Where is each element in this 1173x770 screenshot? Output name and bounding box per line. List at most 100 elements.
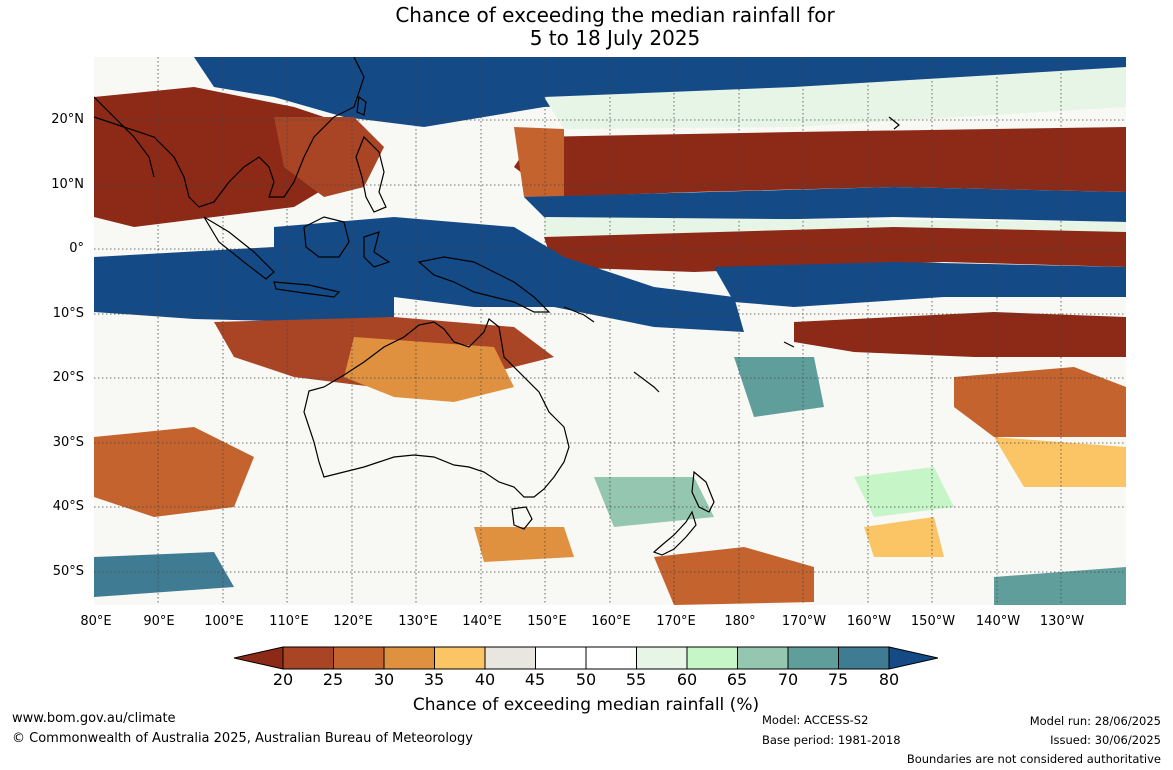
title-line-2: 5 to 18 July 2025	[529, 26, 701, 50]
lon-tick-170w: 170°W	[781, 614, 827, 629]
lon-tick-110e: 110°E	[269, 614, 309, 629]
rainfall-map	[94, 57, 1126, 605]
tasmania-coastline	[511, 506, 533, 530]
colorbar-label-45: 45	[524, 670, 546, 689]
shade-south-pacific-wet-2	[734, 357, 824, 417]
fiji-coastline	[783, 341, 795, 348]
colorbar-label-75: 75	[827, 670, 849, 689]
footer-copyright: © Commonwealth of Australia 2025, Austra…	[12, 731, 473, 746]
colorbar-label-60: 60	[676, 670, 698, 689]
taiwan-coastline	[356, 95, 367, 116]
colorbar-title: Chance of exceeding median rainfall (%)	[412, 695, 760, 715]
lon-tick-140w: 140°W	[975, 614, 1021, 629]
colorbar-cell	[737, 646, 789, 670]
lat-tick-30s: 30°S	[52, 435, 84, 450]
lat-tick-40s: 40°S	[52, 499, 84, 514]
sulawesi-coastline	[363, 231, 391, 268]
shade-southern-ocean-wet-2	[994, 567, 1126, 605]
new-guinea-coastline	[417, 256, 551, 313]
shade-south-pacific-dry	[794, 312, 1126, 357]
shade-indian-ocean-wet	[94, 247, 394, 322]
australia-coastline	[303, 318, 570, 498]
colorbar-cell	[636, 646, 688, 670]
colorbar-under-arrow	[234, 646, 284, 670]
nz-south-island-coastline	[652, 510, 697, 556]
colorbar-cell	[787, 646, 839, 670]
shade-green-1	[594, 477, 714, 527]
colorbar-cell	[434, 646, 486, 670]
colorbar-cell	[838, 646, 890, 670]
colorbar-label-25: 25	[322, 670, 344, 689]
asia-coastline	[94, 57, 365, 208]
shade-10n-dry-band	[514, 127, 1126, 197]
shade-east-pacific-dry	[954, 367, 1126, 437]
shade-south-pacific-wet	[714, 262, 1126, 307]
shade-northern-australia-dry-2	[344, 337, 514, 402]
shade-equator-dry-band	[544, 227, 1126, 272]
lon-tick-120e: 120°E	[333, 614, 373, 629]
footer-model: Model: ACCESS-S2	[762, 713, 869, 727]
shade-east-pacific-moderate	[994, 437, 1126, 487]
colorbar-over-arrow	[888, 646, 938, 670]
colorbar-cell	[535, 646, 587, 670]
title-line-1: Chance of exceeding the median rainfall …	[395, 3, 835, 27]
shade-10n-dry-edge	[514, 127, 564, 197]
lon-tick-150w: 150°W	[910, 614, 956, 629]
lat-tick-20n: 20°N	[51, 112, 84, 127]
colorbar-cell	[383, 646, 435, 670]
shade-maritime-continent-wet	[274, 217, 744, 332]
sumatra-coastline	[203, 216, 275, 280]
lon-tick-130e: 130°E	[398, 614, 438, 629]
colorbar-cells	[282, 646, 890, 670]
borneo-coastline	[303, 216, 350, 258]
colorbar-label-30: 30	[373, 670, 395, 689]
shade-north-wet-band	[194, 57, 1126, 127]
lon-tick-100e: 100°E	[204, 614, 244, 629]
shade-southern-indian-dry	[94, 427, 254, 517]
footer-website: www.bom.gov.au/climate	[12, 711, 176, 726]
lon-tick-170e: 170°E	[656, 614, 696, 629]
solomon-islands-coastline	[563, 306, 595, 323]
colorbar-cell	[333, 646, 385, 670]
colorbar-cell	[484, 646, 536, 670]
lon-tick-160w: 160°W	[846, 614, 892, 629]
rainfall-map-svg	[94, 57, 1126, 605]
shade-south-tasman-dry	[654, 547, 814, 605]
rainfall-shading	[94, 57, 1126, 605]
colorbar-label-20: 20	[272, 670, 294, 689]
coastlines	[94, 57, 900, 556]
colorbar-label-40: 40	[474, 670, 496, 689]
lon-tick-90e: 90°E	[143, 614, 175, 629]
footer-disclaimer: Boundaries are not considered authoritat…	[906, 752, 1161, 766]
shade-green-2	[854, 467, 954, 517]
lon-tick-140e: 140°E	[462, 614, 502, 629]
hawaii-coastline	[888, 116, 900, 130]
colorbar-cell	[585, 646, 637, 670]
footer-issued: Issued: 30/06/2025	[1050, 733, 1161, 747]
colorbar-label-80: 80	[878, 670, 900, 689]
java-coastline	[273, 281, 341, 298]
shade-orange-2	[864, 517, 944, 557]
lat-tick-equator: 0°	[69, 241, 84, 256]
lon-tick-80e: 80°E	[80, 614, 112, 629]
lat-tick-10s: 10°S	[52, 306, 84, 321]
lon-tick-150e: 150°E	[527, 614, 567, 629]
footer-base-period: Base period: 1981-2018	[762, 733, 901, 747]
shade-north-neutral	[544, 67, 1126, 129]
lat-tick-10n: 10°N	[51, 177, 84, 192]
philippines-coastline	[355, 135, 387, 213]
lon-tick-130w: 130°W	[1039, 614, 1085, 629]
lat-tick-20s: 20°S	[52, 370, 84, 385]
colorbar-label-35: 35	[423, 670, 445, 689]
colorbar-cell	[282, 646, 334, 670]
india-coastline	[94, 96, 155, 178]
colorbar-label-50: 50	[575, 670, 597, 689]
colorbar-label-55: 55	[625, 670, 647, 689]
lon-tick-160e: 160°E	[591, 614, 631, 629]
shade-5n-wet-band	[524, 187, 1126, 222]
nz-north-island-coastline	[691, 470, 715, 513]
colorbar-label-65: 65	[726, 670, 748, 689]
colorbar	[234, 646, 938, 670]
colorbar-label-70: 70	[777, 670, 799, 689]
lat-tick-50s: 50°S	[52, 564, 84, 579]
